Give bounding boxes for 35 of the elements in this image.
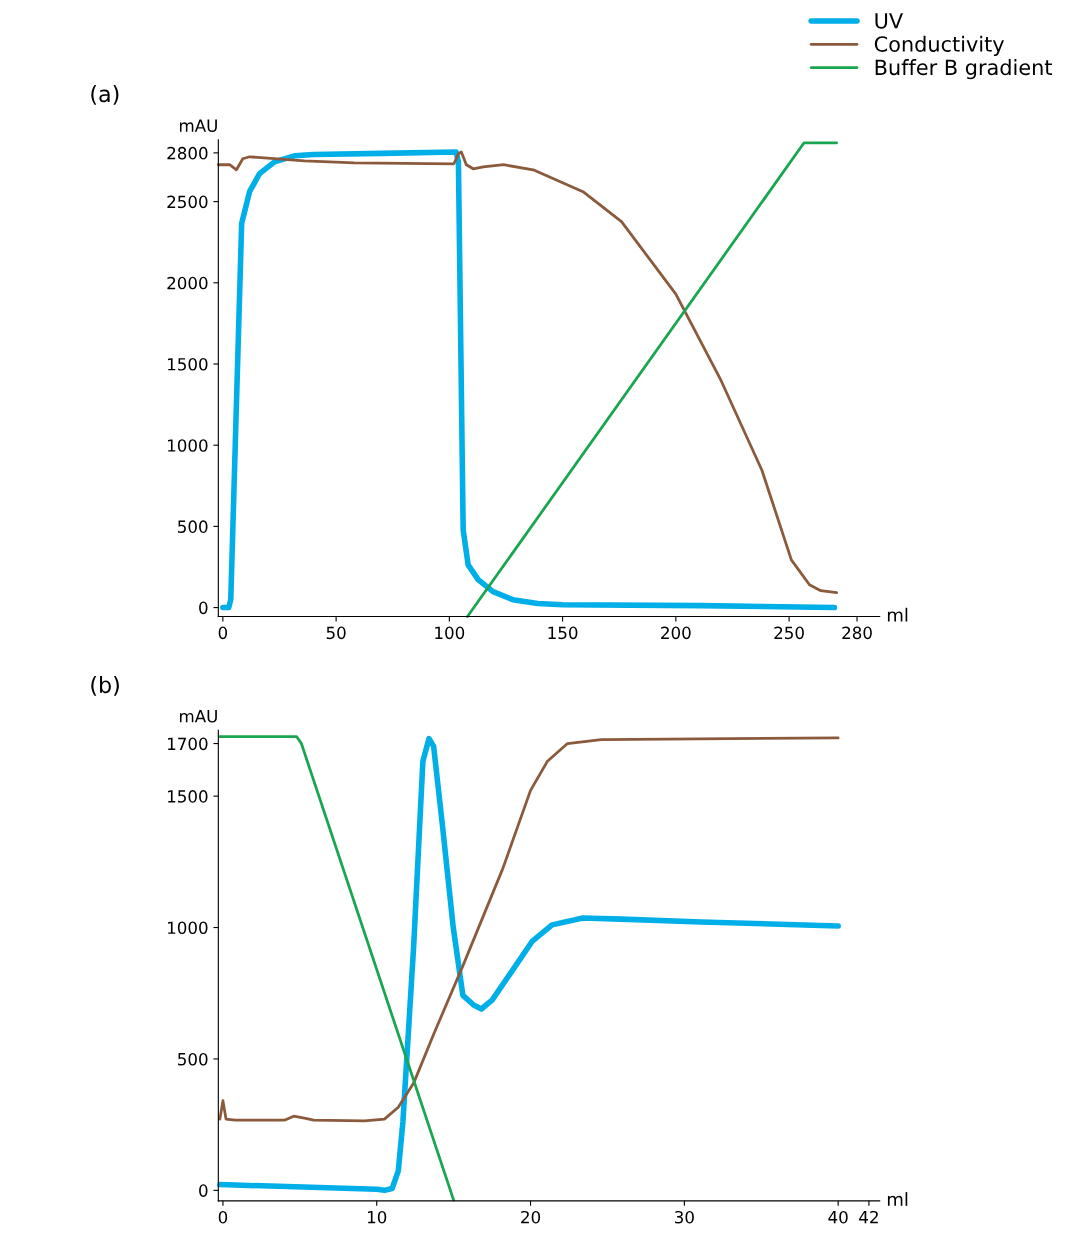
y-axis-title: mAU [180,710,217,723]
legend-label: Conductivity [874,35,1004,56]
y-tick-label: 1700 [168,737,208,751]
y-tick-label: 0 [199,601,208,615]
x-tick-label: 30 [675,1210,694,1224]
legend-label: UV [875,13,903,29]
text: (a) [91,85,119,105]
y-tick-label: 1000 [168,921,208,935]
line-series [218,736,840,1123]
y-tick-label: 1500 [168,357,208,371]
y-tick-label: 1500 [168,790,208,803]
x-axis-title: ml [887,607,908,622]
y-axis-title: mAU [180,119,217,132]
y-tick-label: 2000 [167,276,208,290]
x-tick-label: 250 [774,626,804,640]
x-tick-label: 40 [828,1210,848,1224]
text: (b) [91,675,119,696]
y-tick-label: 0 [199,1184,208,1197]
x-tick-label: 20 [521,1210,541,1224]
x-tick-label: 100 [435,626,465,640]
x-tick-label: 50 [326,626,346,640]
y-tick-label: 2800 [167,146,208,160]
y-tick-label: 2500 [167,195,208,209]
x-tick-label: 42 [859,1210,878,1224]
x-axis-title: ml [887,1192,908,1206]
x-tick-label: 280 [842,626,872,640]
x-tick-label: 150 [548,626,578,640]
x-tick-label: 0 [218,626,228,640]
y-tick-label: 500 [178,520,208,533]
x-tick-label: 0 [218,1210,228,1224]
x-tick-label: 200 [661,626,691,640]
y-tick-label: 500 [178,1052,208,1066]
x-tick-label: 10 [367,1210,387,1224]
y-tick-label: 1000 [168,439,208,452]
legend-label: Buffer B gradient [875,59,1052,80]
